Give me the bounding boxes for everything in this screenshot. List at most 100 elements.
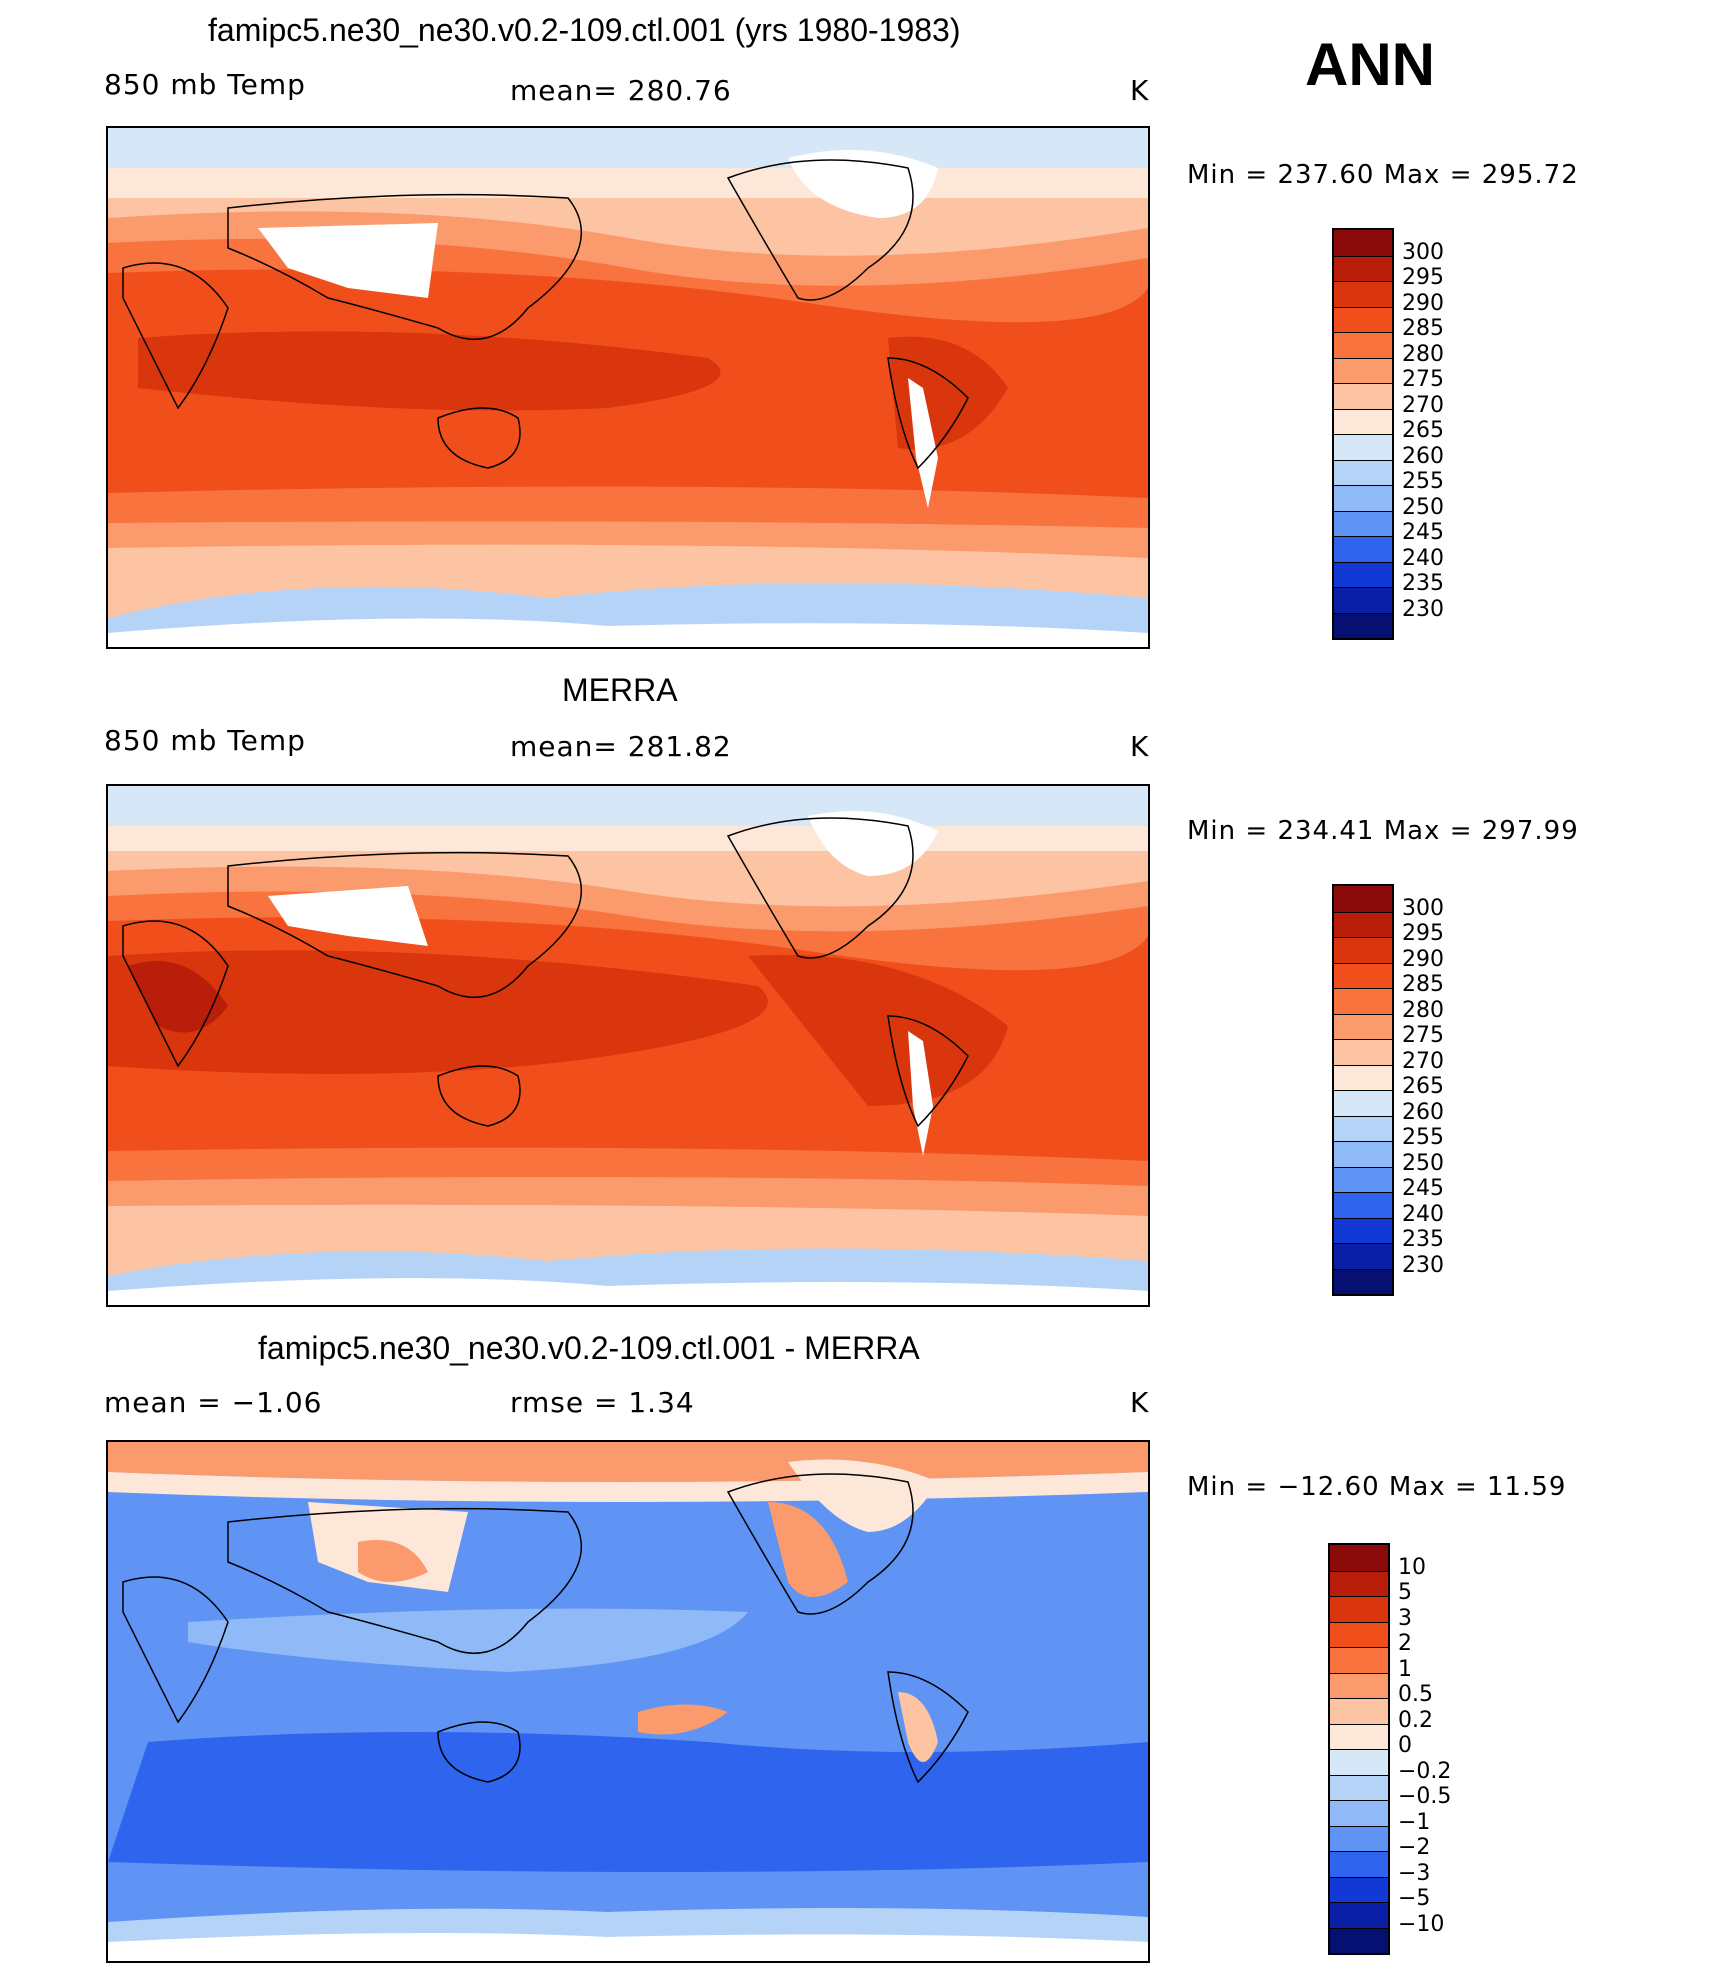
- panel2-colorbar-swatch: [1334, 1039, 1392, 1065]
- panel1-map: [106, 126, 1150, 649]
- panel3-colorbar-swatch: [1330, 1596, 1388, 1622]
- panel2-colorbar-tick-label: 290: [1402, 946, 1444, 972]
- panel3-colorbar-tick-label: 3: [1398, 1605, 1412, 1631]
- panel1-colorbar-swatch: [1334, 434, 1392, 460]
- panel2-map: [106, 784, 1150, 1307]
- panel1-colorbar-swatch: [1334, 357, 1392, 383]
- panel1-colorbar-swatch: [1334, 561, 1392, 587]
- panel3-units-label: K: [1130, 1386, 1150, 1419]
- panel2-colorbar-swatch: [1334, 1141, 1392, 1167]
- panel2-colorbar-tick-label: 275: [1402, 1023, 1444, 1048]
- panel3-colorbar-tick-label: −0.5: [1398, 1784, 1452, 1809]
- panel1-colorbar-swatch: [1334, 587, 1392, 613]
- panel3-colorbar-swatch: [1330, 1647, 1388, 1673]
- panel2-colorbar-tick-label: 280: [1402, 997, 1444, 1023]
- panel3-colorbar-tick-label: −10: [1398, 1911, 1445, 1937]
- panel2-units-label: K: [1130, 730, 1150, 763]
- panel1-colorbar-swatch: [1334, 459, 1392, 485]
- panel1-colorbar-swatch: [1334, 510, 1392, 536]
- panel3-colorbar-swatch: [1330, 1774, 1388, 1800]
- panel2-colorbar-swatch: [1334, 1064, 1392, 1090]
- panel2-colorbar-swatch: [1334, 1243, 1392, 1269]
- panel2-colorbar-swatch: [1334, 1013, 1392, 1039]
- panel3-map: [106, 1440, 1150, 1963]
- season-label: ANN: [1305, 31, 1435, 98]
- panel1-colorbar-swatch: [1334, 536, 1392, 562]
- panel3-colorbar-tick-label: 0: [1398, 1733, 1412, 1758]
- panel3-colorbar-tick-label: −3: [1398, 1860, 1431, 1886]
- panel3-colorbar-tick-label: −0.2: [1398, 1758, 1452, 1784]
- panel3-minmax: Min = −12.60 Max = 11.59: [1187, 1472, 1567, 1502]
- panel2-colorbar-tick-label: 270: [1402, 1048, 1444, 1074]
- panel2-minmax: Min = 234.41 Max = 297.99: [1187, 816, 1579, 846]
- panel1-colorbar-swatch: [1334, 332, 1392, 358]
- panel3-colorbar-tick-label: 5: [1398, 1580, 1412, 1605]
- panel1-colorbar-swatch: [1334, 485, 1392, 511]
- panel2-colorbar-swatch: [1334, 1166, 1392, 1192]
- panel1-units-label: K: [1130, 74, 1150, 107]
- panel1-minmax: Min = 237.60 Max = 295.72: [1187, 160, 1579, 190]
- panel1-colorbar-tick-label: 235: [1402, 571, 1444, 596]
- panel1-colorbar-tick-label: 265: [1402, 418, 1444, 443]
- panel2-colorbar: [1332, 884, 1394, 1296]
- panel1-colorbar-tick-label: 260: [1402, 443, 1444, 469]
- panel3-colorbar-swatch: [1330, 1749, 1388, 1775]
- panel3-colorbar-swatch: [1330, 1723, 1388, 1749]
- panel3-colorbar-tick-label: 2: [1398, 1631, 1412, 1656]
- panel2-map-svg: [108, 786, 1148, 1305]
- panel3-map-svg: [108, 1442, 1148, 1961]
- panel1-title: famipc5.ne30_ne30.v0.2-109.ctl.001 (yrs …: [208, 12, 961, 48]
- panel2-colorbar-swatch: [1334, 1115, 1392, 1141]
- panel1-colorbar-swatch: [1334, 255, 1392, 281]
- panel3-colorbar-tick-label: 10: [1398, 1554, 1426, 1580]
- panel2-colorbar-swatch: [1334, 1268, 1392, 1294]
- panel2-colorbar-swatch: [1334, 886, 1392, 912]
- panel2-colorbar-tick-label: 300: [1402, 895, 1444, 921]
- panel3-colorbar-tick-label: 1: [1398, 1656, 1412, 1682]
- panel1-map-svg: [108, 128, 1148, 647]
- panel1-colorbar-tick-label: 280: [1402, 341, 1444, 367]
- panel3-colorbar-swatch: [1330, 1876, 1388, 1902]
- panel2-colorbar-tick-label: 235: [1402, 1227, 1444, 1252]
- panel1-colorbar-swatch: [1334, 612, 1392, 638]
- panel1-colorbar-tick-label: 230: [1402, 596, 1444, 622]
- panel3-colorbar-tick-label: −5: [1398, 1886, 1431, 1911]
- panel2-colorbar-tick-label: 265: [1402, 1074, 1444, 1099]
- panel2-colorbar-tick-label: 245: [1402, 1176, 1444, 1201]
- panel2-colorbar-tick-label: 295: [1402, 921, 1444, 946]
- panel2-title: MERRA: [562, 672, 678, 708]
- panel1-colorbar-tick-label: 270: [1402, 392, 1444, 418]
- panel3-title: famipc5.ne30_ne30.v0.2-109.ctl.001 - MER…: [258, 1330, 920, 1366]
- panel3-colorbar-tick-label: 0.5: [1398, 1682, 1433, 1707]
- panel2-colorbar-swatch: [1334, 937, 1392, 963]
- panel1-colorbar-tick-label: 300: [1402, 239, 1444, 265]
- panel2-colorbar-tick-label: 285: [1402, 972, 1444, 997]
- panel3-colorbar-tick-label: 0.2: [1398, 1707, 1433, 1733]
- panel1-colorbar-tick-label: 275: [1402, 367, 1444, 392]
- panel2-colorbar-swatch: [1334, 962, 1392, 988]
- panel1-colorbar-tick-label: 255: [1402, 469, 1444, 494]
- panel1-colorbar: [1332, 228, 1394, 640]
- panel3-colorbar-swatch: [1330, 1545, 1388, 1571]
- panel3-colorbar-swatch: [1330, 1825, 1388, 1851]
- panel3-colorbar-swatch: [1330, 1621, 1388, 1647]
- panel2-colorbar-tick-label: 255: [1402, 1125, 1444, 1150]
- panel2-variable-label: 850 mb Temp: [104, 724, 306, 757]
- panel3-colorbar-swatch: [1330, 1800, 1388, 1826]
- panel3-colorbar-swatch: [1330, 1851, 1388, 1877]
- panel1-colorbar-tick-label: 285: [1402, 316, 1444, 341]
- panel3-colorbar-swatch: [1330, 1698, 1388, 1724]
- panel3-colorbar: [1328, 1543, 1390, 1955]
- panel3-colorbar-swatch: [1330, 1570, 1388, 1596]
- panel1-colorbar-swatch: [1334, 408, 1392, 434]
- panel1-colorbar-swatch: [1334, 383, 1392, 409]
- panel2-colorbar-swatch: [1334, 911, 1392, 937]
- panel1-colorbar-tick-label: 245: [1402, 520, 1444, 545]
- panel3-colorbar-tick-label: −2: [1398, 1835, 1431, 1860]
- panel2-colorbar-tick-label: 250: [1402, 1150, 1444, 1176]
- panel2-colorbar-swatch: [1334, 1192, 1392, 1218]
- panel2-colorbar-swatch: [1334, 1217, 1392, 1243]
- panel1-colorbar-tick-label: 250: [1402, 494, 1444, 520]
- panel1-colorbar-tick-label: 240: [1402, 545, 1444, 571]
- panel3-colorbar-tick-label: −1: [1398, 1809, 1431, 1835]
